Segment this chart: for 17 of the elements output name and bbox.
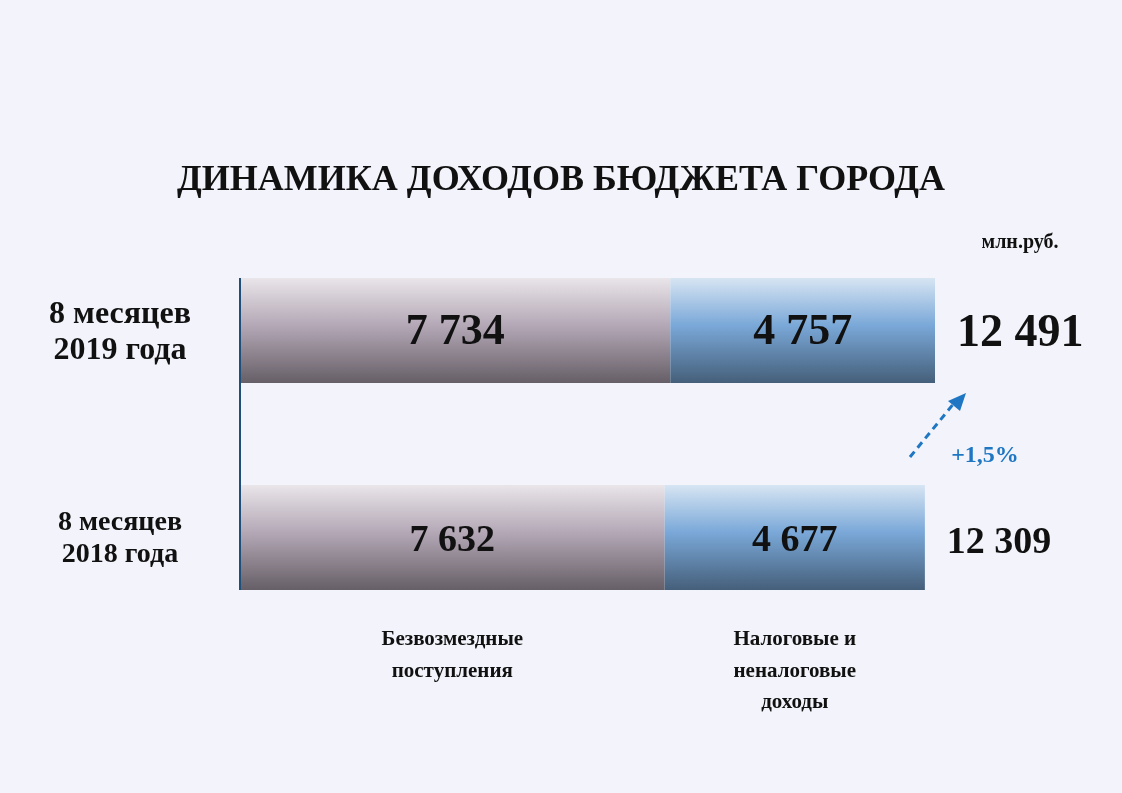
bar <box>664 485 925 590</box>
bar <box>670 278 935 383</box>
y-tick-label: 8 месяцев 2019 года <box>49 293 191 367</box>
series-label: Безвозмездные поступления <box>381 626 524 682</box>
data-label: 4 757 <box>753 304 853 354</box>
text: млн.руб. <box>981 230 1059 253</box>
y-tick-label: 8 месяцев 2018 года <box>57 504 183 568</box>
bar <box>240 485 665 590</box>
data-label: 7 734 <box>405 304 505 354</box>
data-label: 4 677 <box>752 516 838 559</box>
total-label: 12 309 <box>946 518 1052 561</box>
bar <box>240 278 671 383</box>
chart-title: ДИНАМИКА ДОХОДОВ БЮДЖЕТА ГОРОДА <box>177 158 945 198</box>
text: +1,5% <box>951 441 1019 467</box>
series-label: Налоговые и неналоговые доходы <box>733 626 857 713</box>
data-label: 7 632 <box>409 516 496 559</box>
total-label: 12 491 <box>957 304 1084 356</box>
